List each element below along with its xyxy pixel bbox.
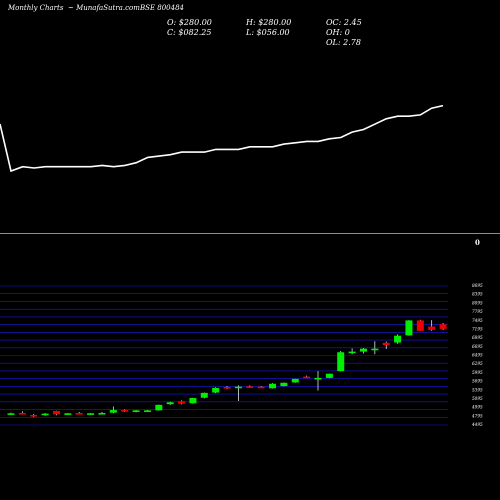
y-tick-label: 5095 bbox=[472, 396, 483, 401]
y-tick-label: 7495 bbox=[472, 318, 483, 323]
candle-up bbox=[7, 413, 15, 415]
candle-up bbox=[64, 413, 72, 415]
chart-title: Monthly Charts bbox=[8, 4, 64, 12]
oc-value: OC: 2.45 bbox=[326, 18, 362, 27]
price-line bbox=[0, 104, 444, 173]
candle-up bbox=[359, 348, 367, 352]
y-tick-label: 8695 bbox=[472, 283, 483, 288]
y-tick-label: 5695 bbox=[472, 379, 483, 384]
y-tick-label: 6895 bbox=[472, 335, 483, 340]
close-value: C: $082.25 bbox=[167, 28, 212, 37]
candle-up bbox=[234, 386, 242, 389]
y-tick-label: 5395 bbox=[472, 387, 483, 392]
panel-divider bbox=[0, 233, 500, 234]
y-tick-label: 6295 bbox=[472, 361, 483, 366]
candle-up bbox=[280, 382, 288, 387]
high-value: H: $280.00 bbox=[246, 18, 292, 27]
candle-up bbox=[155, 404, 163, 411]
candle-up bbox=[87, 413, 95, 415]
chart-source: ~ MunafaSutra.com bbox=[68, 4, 140, 12]
candle-down bbox=[223, 387, 231, 389]
y-tick-label: 6495 bbox=[472, 353, 483, 358]
candle-up bbox=[337, 352, 345, 372]
candle-up bbox=[405, 320, 413, 336]
candle-up bbox=[314, 377, 322, 380]
y-tick-label: 8095 bbox=[472, 300, 483, 305]
candle-up bbox=[269, 383, 277, 389]
candle-up bbox=[371, 348, 379, 351]
candle-up bbox=[200, 392, 208, 398]
low-value: L: $056.00 bbox=[246, 28, 290, 37]
candle-down bbox=[382, 342, 390, 346]
open-value: O: $280.00 bbox=[167, 18, 212, 27]
candle-up bbox=[98, 412, 106, 415]
oh-value: OH: 0 bbox=[326, 28, 350, 37]
y-tick-label: 7195 bbox=[472, 326, 483, 331]
candle-down bbox=[30, 414, 38, 417]
candle-down bbox=[303, 376, 311, 379]
y-tick-label: 8395 bbox=[472, 292, 483, 297]
ol-value: OL: 2.78 bbox=[326, 38, 361, 47]
candle-up bbox=[212, 387, 220, 393]
candle-up bbox=[291, 378, 299, 383]
line-chart bbox=[0, 104, 444, 173]
y-tick-label: 5995 bbox=[472, 370, 483, 375]
candle-up bbox=[41, 413, 49, 416]
candle-up bbox=[348, 351, 356, 354]
candle-down bbox=[416, 320, 424, 331]
candle-up bbox=[166, 402, 174, 405]
y-tick-label: 6695 bbox=[472, 344, 483, 349]
candle-down bbox=[439, 324, 447, 329]
y-tick-label: 4995 bbox=[471, 405, 483, 410]
candle-up bbox=[132, 410, 140, 412]
candle-up bbox=[325, 373, 333, 378]
candle-down bbox=[52, 411, 60, 415]
y-tick-label: 4495 bbox=[471, 422, 483, 427]
candle-down bbox=[75, 412, 83, 415]
candle-down bbox=[246, 386, 254, 388]
candle-up bbox=[394, 335, 402, 343]
y-tick-label: 7795 bbox=[472, 309, 483, 314]
candle-down bbox=[18, 412, 26, 415]
candle-down bbox=[428, 326, 436, 330]
y-tick-label: 4795 bbox=[471, 413, 483, 418]
candle-up bbox=[143, 410, 151, 412]
candle-up bbox=[189, 398, 197, 404]
marker-label: 0 bbox=[475, 238, 480, 247]
candle-down bbox=[121, 410, 129, 412]
candle-down bbox=[257, 386, 265, 389]
candle-down bbox=[178, 401, 186, 404]
chart-symbol: BSE 800484 bbox=[140, 4, 184, 12]
candle-up bbox=[109, 410, 117, 413]
